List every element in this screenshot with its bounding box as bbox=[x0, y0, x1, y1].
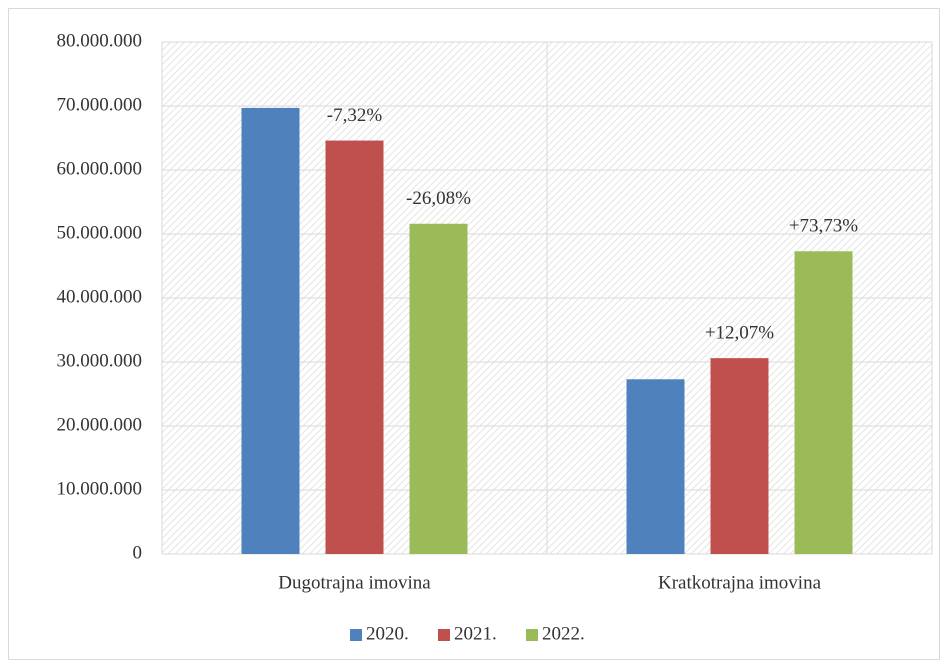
bar bbox=[710, 358, 769, 554]
x-tick-label: Dugotrajna imovina bbox=[278, 572, 431, 593]
bar bbox=[241, 107, 300, 555]
y-tick-label: 40.000.000 bbox=[57, 286, 143, 307]
y-tick-label: 0 bbox=[133, 542, 143, 563]
legend-label: 2022. bbox=[542, 623, 585, 644]
data-label: +12,07% bbox=[705, 323, 774, 344]
y-tick-label: 50.000.000 bbox=[57, 222, 143, 243]
data-label: +73,73% bbox=[789, 216, 858, 237]
bar bbox=[409, 223, 468, 554]
legend-label: 2021. bbox=[454, 623, 497, 644]
bar bbox=[626, 379, 685, 554]
data-label: -26,08% bbox=[406, 188, 471, 209]
x-tick-label: Kratkotrajna imovina bbox=[658, 572, 822, 593]
y-tick-label: 10.000.000 bbox=[57, 478, 143, 499]
legend-label: 2020. bbox=[366, 623, 409, 644]
legend-swatch bbox=[350, 629, 362, 641]
bar bbox=[325, 140, 384, 554]
legend-swatch bbox=[526, 629, 538, 641]
y-tick-label: 60.000.000 bbox=[57, 158, 143, 179]
y-tick-label: 70.000.000 bbox=[57, 94, 143, 115]
data-label: -7,32% bbox=[327, 105, 383, 126]
y-tick-label: 80.000.000 bbox=[57, 30, 143, 51]
y-tick-label: 30.000.000 bbox=[57, 350, 143, 371]
y-tick-label: 20.000.000 bbox=[57, 414, 143, 435]
legend-swatch bbox=[438, 629, 450, 641]
bar bbox=[794, 251, 853, 554]
